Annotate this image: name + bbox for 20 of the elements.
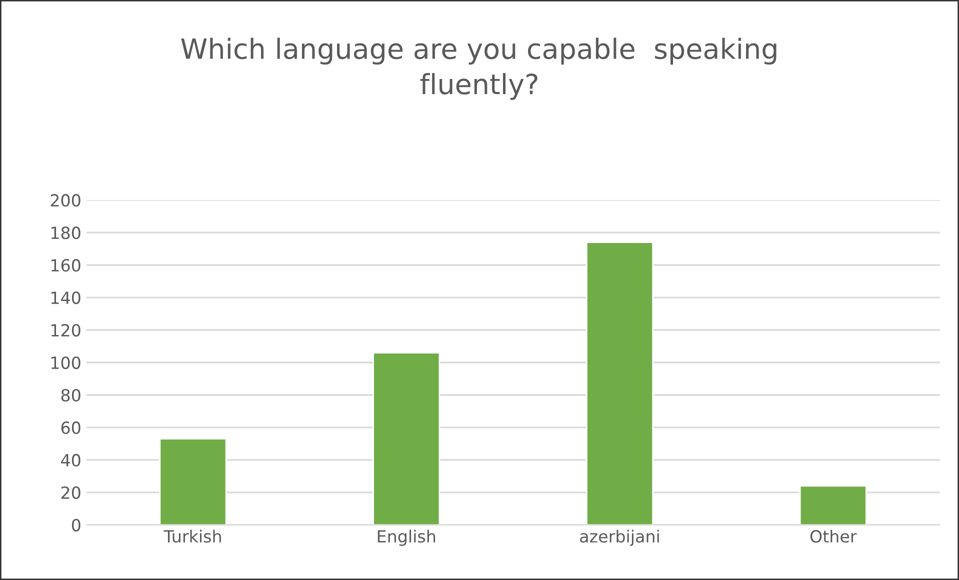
y-tick-label: 180 <box>51 226 80 240</box>
y-tick-label: 120 <box>51 324 80 337</box>
y-tick-label: 160 <box>51 259 80 272</box>
y-tick-label: 60 <box>61 421 80 434</box>
x-tick-label: azerbijani <box>580 530 659 546</box>
y-tick-label: 140 <box>51 292 80 304</box>
bar <box>586 242 654 525</box>
x-tick-label: English <box>378 530 436 546</box>
x-tick-label: Turkish <box>164 530 221 543</box>
y-tick-label: 40 <box>61 454 80 467</box>
x-tick-label: Other <box>810 530 857 543</box>
bar <box>799 485 867 525</box>
y-tick-label: 80 <box>61 388 80 402</box>
y-tick-label: 100 <box>51 356 80 370</box>
chart-title: Which language are you capable speaking fluently? <box>181 38 776 100</box>
y-tick-label: 0 <box>72 518 80 532</box>
y-tick-label: 20 <box>61 486 80 499</box>
bar <box>372 352 440 525</box>
bar <box>159 438 227 525</box>
y-tick-label: 200 <box>50 194 80 207</box>
